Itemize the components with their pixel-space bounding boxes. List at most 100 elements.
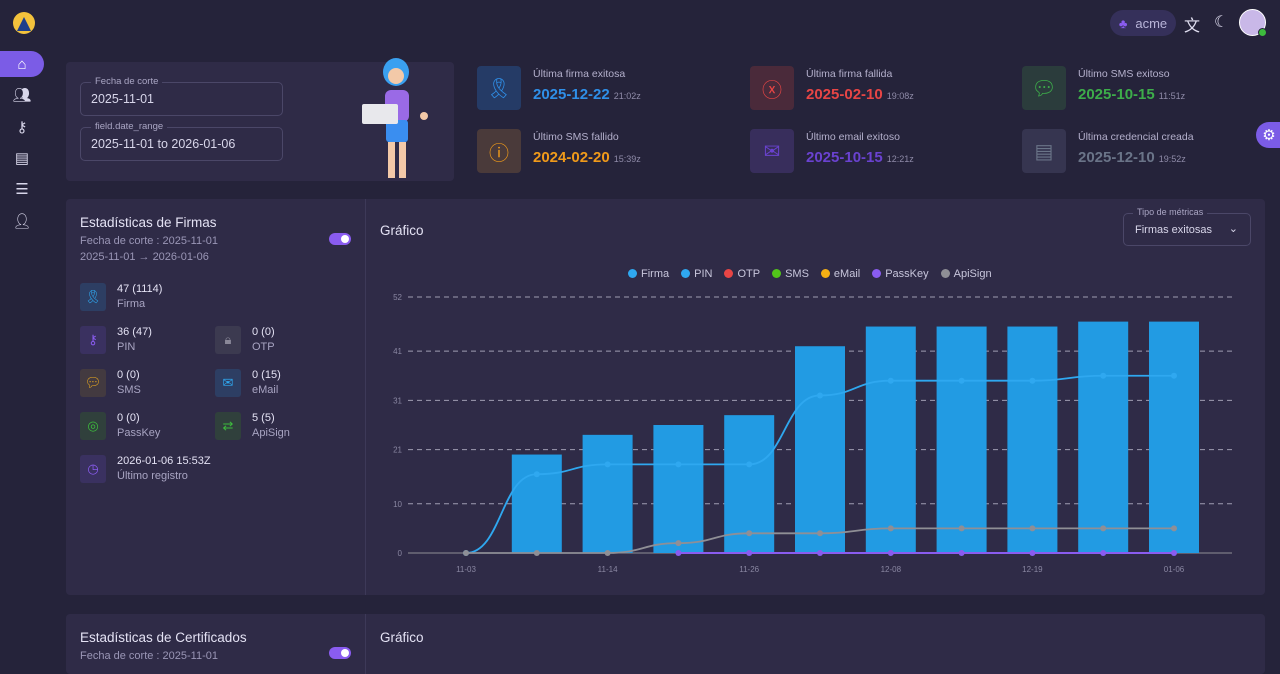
stat-date: 2025-10-15 <box>806 149 883 166</box>
stat-time: 15:39z <box>613 154 641 164</box>
y-tick-label: 31 <box>393 396 402 405</box>
metric-label: PassKey <box>117 427 161 439</box>
chart-title: Gráfico <box>380 630 424 645</box>
mail-icon: ✉ <box>215 369 241 397</box>
translate-icon: ⇄ <box>215 412 241 440</box>
bar-firma <box>653 425 704 553</box>
point-passkey <box>1100 550 1107 556</box>
point-pin <box>1171 372 1177 379</box>
filter-card: Fecha de corte 2025-11-01 field.date_rang… <box>66 58 454 181</box>
point-pin <box>1029 377 1036 384</box>
metric-item: ◎ 0 (0) PassKey <box>80 412 280 444</box>
point-pin <box>817 392 823 399</box>
stat-time: 21:02z <box>613 91 641 101</box>
lock-icon: 🔒︎ <box>215 326 241 354</box>
metric-type-select[interactable]: Tipo de métricas Firmas exitosas ⌄ <box>1123 207 1251 246</box>
metric-value: 2026-01-06 15:53Z <box>117 455 211 467</box>
line-pin <box>465 374 1174 554</box>
theme-moon-icon[interactable]: ☾ <box>1214 14 1229 31</box>
message-icon: 💬︎ <box>1022 66 1066 110</box>
metric-item: 💬︎ 0 (0) SMS <box>80 369 280 401</box>
legend-swatch <box>772 269 782 278</box>
metric-label: ApiSign <box>252 427 290 439</box>
stat-title: Última firma fallida <box>806 68 893 80</box>
legend-swatch <box>820 269 830 278</box>
alert-icon: ⓘ <box>477 129 521 173</box>
legend-item[interactable]: OTP <box>724 268 760 280</box>
nav-key-icon[interactable]: ⚷ <box>16 119 28 136</box>
x-tick-label: 11-26 <box>739 565 759 574</box>
legend-item[interactable]: Firma <box>628 268 669 280</box>
sidebar: ⌂ 👥︎ ⚷ ▤ ☰ 👤︎ <box>0 0 55 666</box>
bar-firma <box>582 434 633 553</box>
legend-item[interactable]: PassKey <box>872 268 929 280</box>
point-pin <box>746 461 753 468</box>
stat-date: 2024-02-20 <box>533 149 610 166</box>
point-apisign <box>604 550 611 556</box>
nav-document-icon[interactable]: ☰ <box>15 181 29 198</box>
x-tick-label: 11-14 <box>598 565 618 574</box>
avatar[interactable] <box>1239 9 1267 37</box>
cutoff-text: Fecha de corte : 2025-11-01 <box>80 650 218 662</box>
legend-item[interactable]: PIN <box>681 268 712 280</box>
mail-icon: ✉ <box>750 129 794 173</box>
legend-swatch <box>628 269 637 278</box>
metric-value: 0 (0) <box>252 326 275 338</box>
legend-item[interactable]: eMail <box>820 268 860 280</box>
y-tick-label: 41 <box>393 347 402 356</box>
point-apisign <box>746 530 753 537</box>
metric-value: 0 (0) <box>117 369 140 381</box>
section-toggle[interactable] <box>329 647 351 659</box>
metric-label: Firma <box>117 298 146 310</box>
point-apisign <box>675 540 682 547</box>
metric-value: 0 (15) <box>252 369 281 381</box>
message-icon: 💬︎ <box>80 369 106 397</box>
x-tick-label: 12-08 <box>881 565 902 574</box>
point-apisign <box>958 525 965 532</box>
bar-firma <box>511 454 562 553</box>
point-passkey <box>1171 550 1177 556</box>
app-logo[interactable] <box>13 12 35 34</box>
point-apisign <box>533 550 540 556</box>
nav-home-icon[interactable]: ⌂ <box>0 51 44 77</box>
section-title: Estadísticas de Certificados <box>80 630 247 645</box>
date-range-field[interactable]: field.date_range 2025-11-01 to 2026-01-06 <box>80 121 283 161</box>
metric-item: 🔒︎ 0 (0) OTP <box>215 326 415 358</box>
nav-user-lock-icon[interactable]: 👤︎ <box>12 213 32 230</box>
nav-users-icon[interactable]: 👥︎ <box>12 87 32 104</box>
legend-item[interactable]: SMS <box>772 268 809 280</box>
nav-id-card-icon[interactable]: ▤ <box>14 150 30 167</box>
x-circle-icon: ⓧ <box>750 66 794 110</box>
stat-item: ⓘ Último SMS fallido 2024-02-20 15:39z <box>477 129 737 173</box>
stat-item: ⓧ Última firma fallida 2025-02-10 19:08z <box>750 66 1010 110</box>
cutoff-text: Fecha de corte : 2025-11-01 <box>80 235 218 247</box>
chart-title: Gráfico <box>380 223 424 238</box>
range-text: 2025-11-01 → 2026-01-06 <box>80 251 209 263</box>
cutoff-date-field[interactable]: Fecha de corte 2025-11-01 <box>80 76 283 116</box>
legend-item[interactable]: ApiSign <box>940 268 992 280</box>
translate-icon[interactable]: 文 <box>1184 18 1201 35</box>
settings-gear-icon[interactable]: ⚙ <box>1256 122 1280 148</box>
metric-label: SMS <box>117 384 141 396</box>
stat-time: 19:08z <box>886 91 914 101</box>
divider <box>365 614 366 674</box>
metric-item: ⇄ 5 (5) ApiSign <box>215 412 415 444</box>
stat-date: 2025-12-10 <box>1078 149 1155 166</box>
stat-title: Última firma exitosa <box>533 68 626 80</box>
point-apisign <box>817 530 823 537</box>
chevron-down-icon: ⌄ <box>1228 223 1238 235</box>
ribbon-icon: 🎗︎ <box>80 283 106 311</box>
metric-item: 🎗︎ 47 (1114) Firma <box>80 283 280 315</box>
section-toggle[interactable] <box>329 233 351 245</box>
section-title: Estadísticas de Firmas <box>80 215 217 230</box>
org-icon: ♣ <box>1118 15 1128 31</box>
org-selector[interactable]: ♣ acme <box>1110 10 1176 36</box>
legend-swatch <box>872 269 882 278</box>
metric-label: Último registro <box>117 470 188 482</box>
divider <box>365 199 366 595</box>
metric-item: ✉ 0 (15) eMail <box>215 369 415 401</box>
metric-value: 5 (5) <box>252 412 275 424</box>
legend-swatch <box>724 269 734 278</box>
point-apisign <box>1100 525 1107 532</box>
metric-item: ⚷ 36 (47) PIN <box>80 326 280 358</box>
